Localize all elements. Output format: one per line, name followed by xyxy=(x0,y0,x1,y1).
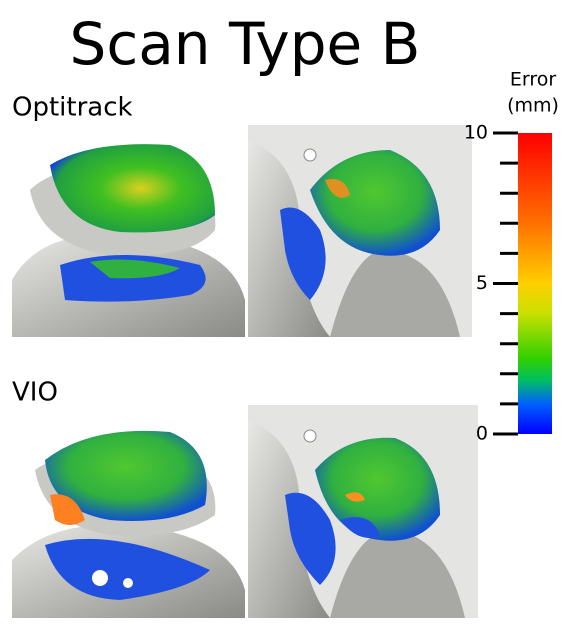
render-panel xyxy=(248,405,478,618)
colorbar-label: Error xyxy=(510,69,557,91)
render-panel xyxy=(12,144,245,337)
render-panel xyxy=(248,125,472,337)
render-panel xyxy=(12,430,245,618)
row-label: Optitrack xyxy=(12,93,133,123)
tick-label: 5 xyxy=(476,272,488,294)
colorbar-label: (mm) xyxy=(507,95,559,117)
tick-label: 10 xyxy=(464,122,488,144)
row-label: VIO xyxy=(12,378,58,408)
colorbar xyxy=(518,133,552,434)
title: Scan Type B xyxy=(70,10,421,78)
colorbar-ticks: 0 5 10 xyxy=(464,122,518,445)
tick-label: 0 xyxy=(476,423,488,445)
